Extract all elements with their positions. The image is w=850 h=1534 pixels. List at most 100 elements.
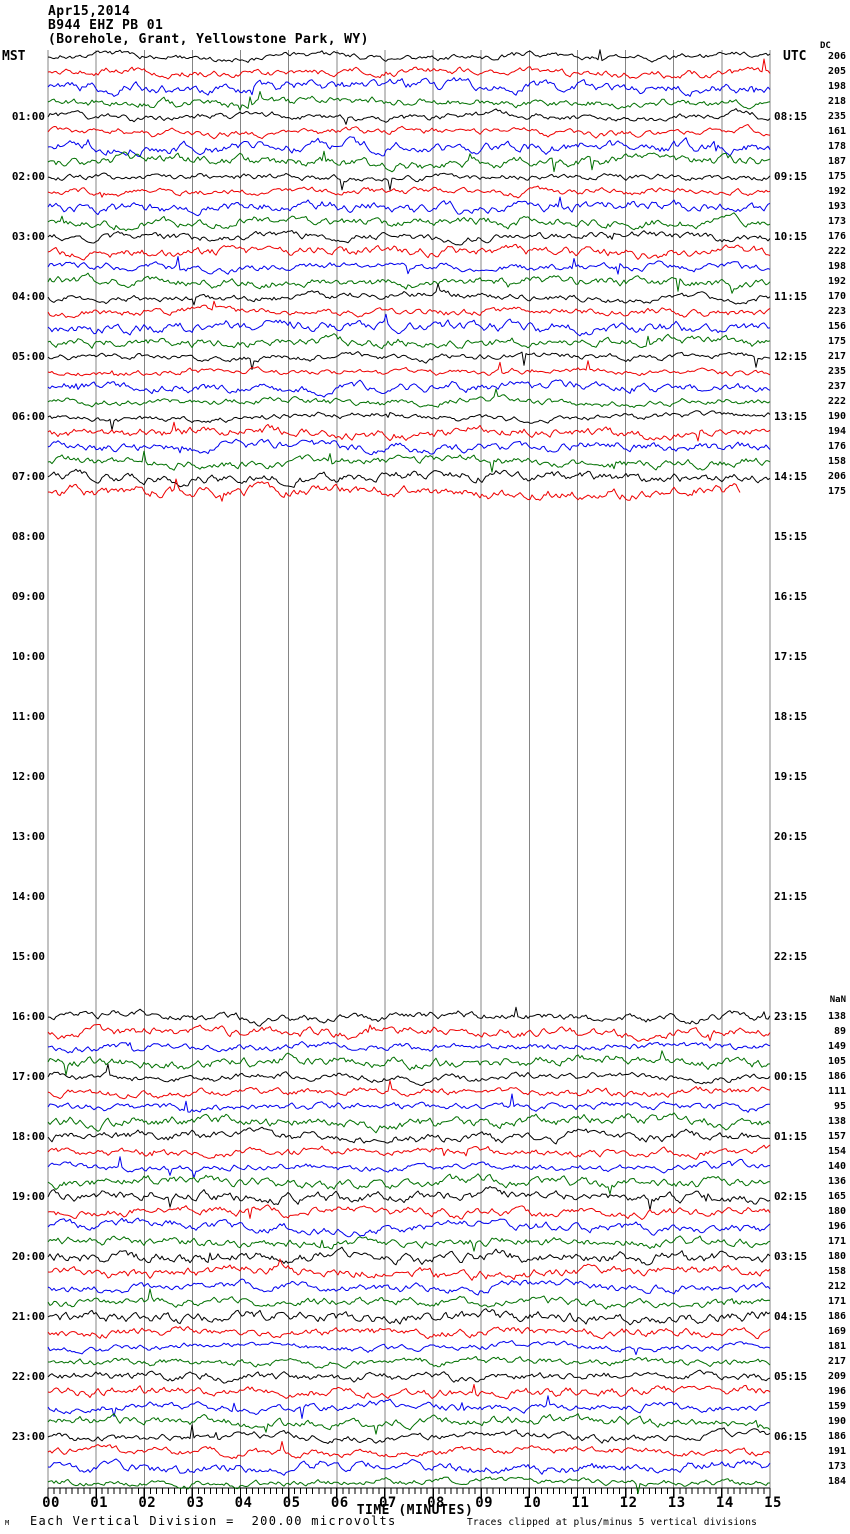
row-end-value: 217 [827,1356,846,1367]
row-end-value: 186 [827,1071,846,1082]
seismic-trace [47,1288,771,1310]
row-end-value: 171 [827,1236,846,1247]
row-end-value: 237 [827,381,846,392]
seismic-trace [47,438,771,456]
row-end-value: 111 [827,1086,846,1097]
seismic-trace [47,333,771,350]
mst-hour-label: 21:00 [11,1310,45,1323]
seismic-trace [47,1424,771,1444]
row-end-value: 198 [827,261,846,272]
row-end-value: 205 [827,66,846,77]
seismic-trace [47,1413,771,1435]
utc-quarter-label: 01:15 [774,1130,808,1143]
x-tick-label: 11 [571,1495,590,1511]
row-end-value: 138 [827,1116,846,1127]
seismic-trace [47,1173,770,1195]
mst-hour-label: 16:00 [11,1010,45,1023]
mst-hour-label: 06:00 [11,410,45,423]
mst-hour-label: 11:00 [11,710,45,723]
seismic-trace [47,1340,771,1356]
seismic-trace [47,388,771,408]
seismic-trace [47,1476,770,1495]
utc-quarter-label: 23:15 [774,1010,808,1023]
seismic-trace [47,360,771,377]
row-end-value: 159 [827,1401,846,1412]
x-tick-label: 10 [523,1495,542,1511]
x-tick-label: 06 [330,1495,349,1511]
seismic-trace [47,1024,771,1042]
seismic-trace [47,230,771,246]
utc-quarter-label: 20:15 [774,830,808,843]
right-timezone-label: UTC [783,49,807,64]
x-tick-label: 05 [282,1495,301,1511]
seismic-trace [47,313,771,337]
seismic-trace [47,108,771,125]
utc-quarter-label: 10:15 [774,230,808,243]
mst-hour-label: 05:00 [11,350,45,363]
seismic-trace [47,1063,771,1086]
utc-quarter-label: 22:15 [774,950,808,963]
x-tick-label: 00 [42,1495,60,1511]
row-end-value: 95 [833,1101,846,1112]
header-date: Apr15,2014 [48,4,131,19]
mst-hour-label: 08:00 [11,530,45,543]
footer-scale-note: Each Vertical Division = 200.00 microvol… [30,1514,397,1528]
row-end-value: 180 [827,1251,846,1262]
seismic-trace [47,1217,771,1238]
seismic-trace [47,1258,771,1281]
utc-quarter-label: 09:15 [774,170,808,183]
seismic-trace [47,1186,771,1211]
seismic-trace [47,450,771,473]
utc-quarter-label: 02:15 [774,1190,808,1203]
seismic-trace [47,1384,771,1400]
seismic-trace [47,421,771,442]
seismic-trace [47,1093,771,1113]
x-tick-label: 15 [764,1495,782,1511]
row-end-value: 192 [827,186,846,197]
row-end-value: 184 [827,1476,846,1487]
row-end-value: 235 [827,366,846,377]
utc-quarter-label: 08:15 [774,110,808,123]
mst-hour-label: 04:00 [11,290,45,303]
row-end-value: 154 [827,1146,846,1157]
seismic-trace [47,136,771,158]
x-tick-label: 13 [667,1495,686,1511]
utc-quarter-label: 11:15 [774,290,808,303]
row-end-value: 173 [827,216,846,227]
seismic-trace [47,410,771,431]
utc-quarter-label: 19:15 [774,770,808,783]
row-end-value: 186 [827,1431,846,1442]
x-tick-label: 12 [619,1495,638,1511]
seismic-trace [47,1126,771,1145]
x-tick-label: 01 [90,1495,109,1511]
row-end-value: 222 [827,246,846,257]
seismic-trace [47,1112,771,1134]
seismic-trace [47,1156,771,1178]
utc-quarter-label: 03:15 [774,1250,808,1263]
row-end-value: 192 [827,276,846,287]
x-tick-label: 03 [186,1495,205,1511]
seismic-trace [47,1050,771,1076]
row-end-value: 178 [827,141,846,152]
row-end-value: 218 [827,96,846,107]
seismic-trace [47,300,771,319]
seismic-trace [47,212,771,232]
row-end-value: 176 [827,441,846,452]
header-station: B944 EHZ PB 01 [48,18,164,33]
seismic-trace [47,1080,771,1100]
x-tick-label: 09 [475,1495,494,1511]
mst-hour-label: 18:00 [11,1130,45,1143]
seismic-trace [47,272,771,294]
utc-quarter-label: 12:15 [774,350,808,363]
row-end-value: 169 [827,1326,846,1337]
mst-hour-label: 19:00 [11,1190,45,1203]
utc-quarter-label: 04:15 [774,1310,808,1323]
utc-quarter-label: 13:15 [774,410,808,423]
row-end-value: 196 [827,1221,846,1232]
row-end-value: 157 [827,1131,846,1142]
mst-hour-label: 10:00 [11,650,45,663]
utc-quarter-label: 06:15 [774,1430,808,1443]
utc-quarter-label: 00:15 [774,1070,808,1083]
